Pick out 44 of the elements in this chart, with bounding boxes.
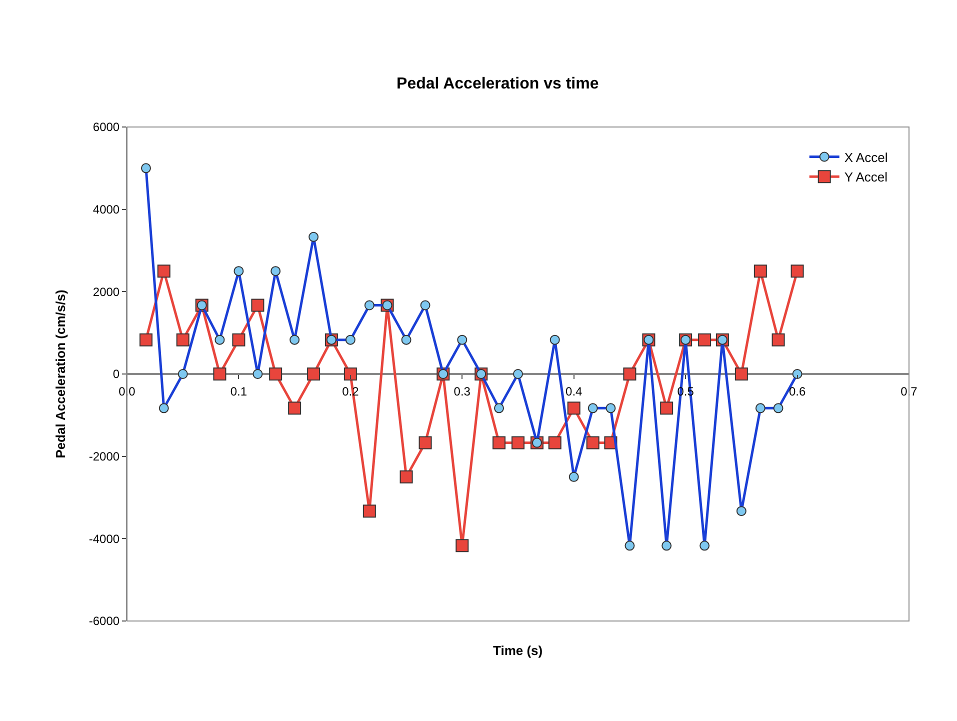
- point: [362, 504, 376, 518]
- point: [307, 368, 320, 380]
- point: [754, 264, 767, 278]
- y-tick-label: -6000: [88, 614, 120, 628]
- x-tick-label: 0.0: [118, 384, 136, 398]
- x-tick-label: 0.7: [900, 384, 918, 398]
- x-axis-title: Time (s): [493, 643, 543, 658]
- point: [790, 264, 804, 278]
- legend-label: Y Accel: [844, 170, 888, 185]
- point: [772, 333, 785, 346]
- y-tick-label: 2000: [92, 284, 120, 299]
- point: [288, 402, 302, 415]
- point: [734, 368, 748, 380]
- point: [512, 436, 524, 450]
- point: [213, 368, 226, 380]
- point: [400, 470, 413, 484]
- y-axis-title: Pedal Acceleration (cm/s/s): [52, 290, 68, 458]
- y-tick-label: 0: [112, 367, 120, 382]
- point: [567, 402, 580, 415]
- x-tick-label: 0.6: [788, 384, 806, 398]
- legend-label: X Accel: [844, 150, 888, 165]
- point: [548, 436, 562, 450]
- point: [176, 333, 190, 346]
- point: [139, 333, 152, 346]
- point: [232, 333, 246, 346]
- y-tick-label: -2000: [88, 450, 120, 464]
- point: [586, 436, 600, 450]
- x-tick-label: 0.1: [230, 384, 248, 398]
- point: [251, 298, 264, 312]
- x-tick-label: 0.4: [566, 384, 583, 398]
- point: [418, 436, 432, 450]
- y-tick-label: 4000: [92, 202, 120, 217]
- point: [623, 368, 636, 380]
- point: [698, 333, 712, 346]
- point: [157, 264, 170, 278]
- point: [344, 368, 357, 380]
- point: [269, 368, 282, 380]
- y-tick-label: -4000: [88, 532, 120, 546]
- point: [456, 539, 469, 552]
- point: [492, 436, 506, 450]
- chart-title: Pedal Acceleration vs time: [396, 76, 599, 93]
- x-tick-label: 0.3: [454, 384, 471, 398]
- y-tick-label: 6000: [92, 120, 120, 134]
- point: [660, 402, 674, 415]
